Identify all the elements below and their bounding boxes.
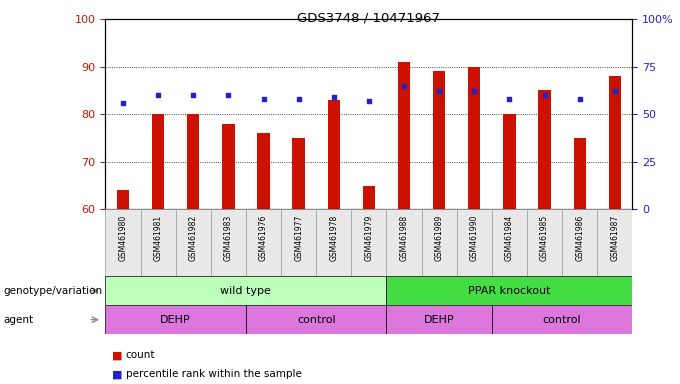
Bar <box>422 209 457 276</box>
Bar <box>141 209 175 276</box>
Text: control: control <box>297 314 335 325</box>
Bar <box>562 209 597 276</box>
Bar <box>386 276 632 305</box>
Bar <box>539 91 551 209</box>
Bar <box>597 209 632 276</box>
Bar <box>281 209 316 276</box>
Text: ■: ■ <box>112 369 122 379</box>
Bar <box>609 76 621 209</box>
Text: GSM461980: GSM461980 <box>118 215 127 261</box>
Bar <box>222 124 235 209</box>
Text: GSM461978: GSM461978 <box>329 215 338 261</box>
Bar <box>292 138 305 209</box>
Text: GSM461983: GSM461983 <box>224 215 233 261</box>
Text: GSM461985: GSM461985 <box>540 215 549 261</box>
Text: GSM461979: GSM461979 <box>364 215 373 261</box>
Bar <box>316 209 352 276</box>
Point <box>574 96 585 102</box>
Bar <box>117 190 129 209</box>
Bar <box>362 185 375 209</box>
Text: control: control <box>543 314 581 325</box>
Bar <box>527 209 562 276</box>
Text: GSM461988: GSM461988 <box>400 215 409 261</box>
Point <box>328 94 339 100</box>
Bar <box>433 71 445 209</box>
Text: percentile rank within the sample: percentile rank within the sample <box>126 369 302 379</box>
Point <box>258 96 269 102</box>
Bar <box>503 114 515 209</box>
Bar <box>105 305 246 334</box>
Text: agent: agent <box>3 314 33 325</box>
Text: GSM461977: GSM461977 <box>294 215 303 261</box>
Point <box>223 92 234 98</box>
Point <box>363 98 374 104</box>
Text: genotype/variation: genotype/variation <box>3 286 103 296</box>
Bar <box>246 305 386 334</box>
Bar <box>398 62 410 209</box>
Bar <box>105 276 386 305</box>
Text: GSM461990: GSM461990 <box>470 215 479 261</box>
Bar <box>457 209 492 276</box>
Text: count: count <box>126 350 155 360</box>
Bar <box>573 138 586 209</box>
Bar <box>105 209 141 276</box>
Bar <box>187 114 199 209</box>
Point <box>398 83 409 89</box>
Bar <box>175 209 211 276</box>
Text: GSM461981: GSM461981 <box>154 215 163 261</box>
Point <box>434 88 445 94</box>
Text: wild type: wild type <box>220 286 271 296</box>
Text: GSM461989: GSM461989 <box>435 215 443 261</box>
Bar <box>211 209 246 276</box>
Bar <box>492 305 632 334</box>
Point <box>609 88 620 94</box>
Bar <box>257 133 270 209</box>
Bar <box>328 100 340 209</box>
Text: PPAR knockout: PPAR knockout <box>469 286 551 296</box>
Bar <box>468 67 481 209</box>
Text: DEHP: DEHP <box>160 314 191 325</box>
Point <box>469 88 479 94</box>
Text: GSM461976: GSM461976 <box>259 215 268 261</box>
Text: GDS3748 / 10471967: GDS3748 / 10471967 <box>297 12 441 25</box>
Bar <box>246 209 281 276</box>
Bar <box>386 209 422 276</box>
Point <box>293 96 304 102</box>
Text: GSM461986: GSM461986 <box>575 215 584 261</box>
Text: ■: ■ <box>112 350 122 360</box>
Bar <box>352 209 386 276</box>
Text: GSM461987: GSM461987 <box>611 215 619 261</box>
Bar <box>492 209 527 276</box>
Text: DEHP: DEHP <box>424 314 454 325</box>
Point <box>188 92 199 98</box>
Text: GSM461982: GSM461982 <box>189 215 198 261</box>
Point <box>504 96 515 102</box>
Bar <box>386 305 492 334</box>
Bar <box>152 114 165 209</box>
Point <box>539 92 550 98</box>
Point <box>118 100 129 106</box>
Point <box>152 92 163 98</box>
Text: GSM461984: GSM461984 <box>505 215 514 261</box>
